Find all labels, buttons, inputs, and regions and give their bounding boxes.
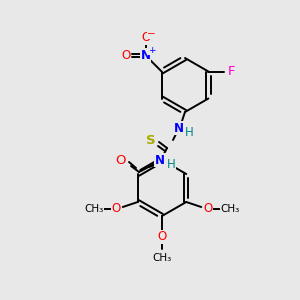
Text: O: O xyxy=(116,154,126,166)
Text: H: H xyxy=(167,158,176,172)
Text: S: S xyxy=(146,134,156,146)
Text: O: O xyxy=(141,31,150,44)
Text: CH₃: CH₃ xyxy=(152,253,172,263)
Text: F: F xyxy=(228,65,235,78)
Text: CH₃: CH₃ xyxy=(220,204,240,214)
Text: CH₃: CH₃ xyxy=(84,204,104,214)
Text: O: O xyxy=(204,202,213,215)
Text: N: N xyxy=(141,49,151,62)
Text: O: O xyxy=(111,202,120,215)
Text: N: N xyxy=(155,154,165,166)
Text: O: O xyxy=(121,49,130,62)
Text: N: N xyxy=(174,122,184,134)
Text: H: H xyxy=(184,127,194,140)
Text: −: − xyxy=(147,28,156,38)
Text: +: + xyxy=(148,46,155,55)
Text: O: O xyxy=(158,230,166,244)
